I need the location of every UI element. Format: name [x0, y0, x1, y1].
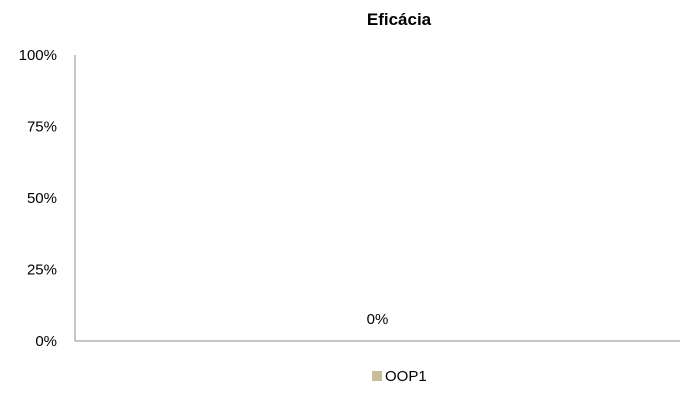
y-axis-ticks: 0% 25% 50% 75% 100%: [19, 47, 57, 350]
data-label: 0%: [367, 311, 389, 328]
y-tick-label: 25%: [27, 262, 57, 279]
data-labels: 0%: [367, 311, 389, 328]
legend: OOP1: [372, 368, 427, 385]
legend-swatch-oop1: [372, 371, 382, 381]
chart-title: Eficácia: [367, 10, 432, 29]
legend-label-oop1: OOP1: [385, 368, 427, 385]
y-tick-label: 75%: [27, 119, 57, 136]
y-tick-label: 100%: [19, 47, 57, 64]
y-tick-label: 0%: [35, 333, 57, 350]
y-tick-label: 50%: [27, 190, 57, 207]
